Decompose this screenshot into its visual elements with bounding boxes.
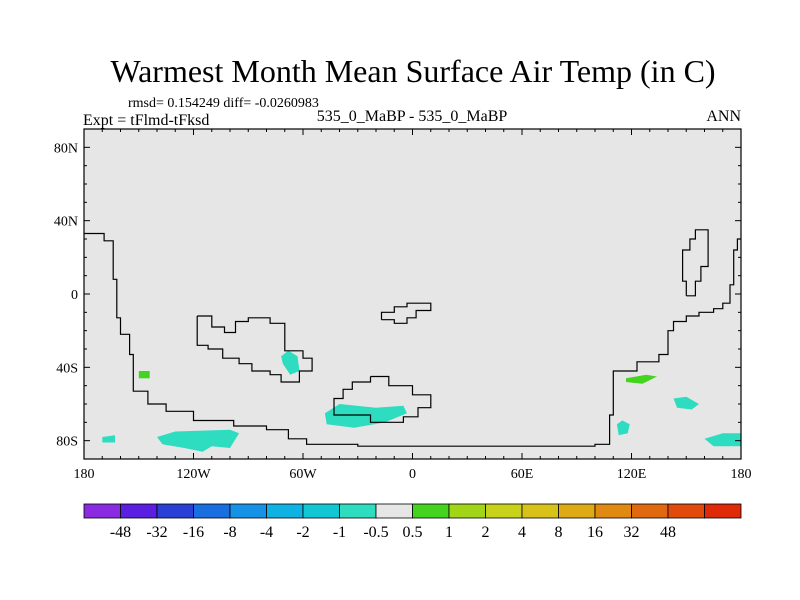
colorbar: -48 -32 -16 -8 -4 -2 -1 -0.5 0.5 1 2 4 8 16 32 48 — [83, 503, 742, 541]
colorbar-label: -8 — [223, 524, 236, 541]
lon-tick-label: 120W — [176, 467, 211, 482]
colorbar-label: 2 — [482, 524, 490, 541]
anomaly-region — [626, 374, 657, 384]
season-label: ANN — [706, 108, 741, 125]
colorbar-swatch — [266, 503, 304, 519]
colorbar-swatch — [667, 503, 705, 519]
colorbar-label: 32 — [624, 524, 640, 541]
colorbar-label: 1 — [445, 524, 453, 541]
colorbar-swatch — [120, 503, 158, 519]
anomaly-region — [704, 433, 741, 447]
coastline — [196, 315, 313, 383]
figure-title: Warmest Month Mean Surface Air Temp (in … — [110, 53, 715, 89]
anomaly-region — [324, 404, 407, 428]
colorbar-swatch — [631, 503, 669, 519]
colorbar-label: -16 — [183, 524, 204, 541]
colorbar-swatch — [558, 503, 596, 519]
colorbar-swatch — [83, 503, 121, 519]
colorbar-label: 8 — [555, 524, 563, 541]
coastline-layer — [84, 229, 741, 447]
colorbar-label: 48 — [660, 524, 676, 541]
lon-tick-label: 180 — [731, 467, 752, 482]
lon-tick-label: 0 — [409, 467, 416, 482]
colorbar-label: -48 — [110, 524, 131, 541]
coastline — [333, 375, 432, 423]
anomaly-layer — [102, 350, 741, 452]
stats-label: rmsd= 0.154249 diff= -0.0260983 — [128, 96, 319, 111]
anomaly-region — [673, 396, 699, 410]
anomaly-region — [157, 429, 240, 452]
colorbar-swatch — [412, 503, 450, 519]
coastline — [682, 229, 709, 297]
colorbar-label: -4 — [260, 524, 273, 541]
map: 180 120W 60W 0 60E 120E 180 80N 40N 0 40S 80S — [54, 128, 752, 482]
map-background — [84, 129, 741, 459]
lon-tick-label: 120E — [617, 467, 647, 482]
lon-tick-label: 60E — [511, 467, 534, 482]
lat-tick-label: 40S — [56, 361, 78, 376]
lon-tick-label: 60W — [289, 467, 317, 482]
colorbar-swatch — [229, 503, 267, 519]
colorbar-swatch — [448, 503, 486, 519]
colorbar-label: -2 — [296, 524, 309, 541]
colorbar-swatch — [302, 503, 340, 519]
colorbar-swatch — [704, 503, 742, 519]
case-label: 535_0_MaBP - 535_0_MaBP — [317, 108, 508, 125]
colorbar-swatch — [594, 503, 632, 519]
colorbar-label: 4 — [518, 524, 526, 541]
anomaly-region — [102, 435, 115, 443]
colorbar-swatch — [375, 503, 413, 519]
colorbar-swatch — [339, 503, 377, 519]
colorbar-label: 16 — [587, 524, 603, 541]
lat-tick-label: 80S — [56, 435, 78, 450]
coastline — [380, 302, 432, 324]
colorbar-label: -1 — [333, 524, 346, 541]
lon-tick-label: 180 — [74, 467, 95, 482]
coastline — [84, 232, 741, 447]
colorbar-label: 0.5 — [403, 524, 423, 541]
anomaly-region — [138, 371, 150, 379]
colorbar-label: -0.5 — [363, 524, 388, 541]
anomaly-region — [616, 420, 630, 436]
colorbar-label: -32 — [146, 524, 167, 541]
lat-tick-label: 0 — [71, 288, 78, 303]
colorbar-swatch — [156, 503, 194, 519]
colorbar-swatch — [521, 503, 559, 519]
anomaly-region — [281, 350, 300, 375]
colorbar-swatch — [193, 503, 231, 519]
colorbar-swatch — [485, 503, 523, 519]
lat-tick-label: 40N — [54, 215, 78, 230]
expt-label: Expt = tFlmd-tFksd — [83, 112, 209, 129]
map-ticks: 180 120W 60W 0 60E 120E 180 80N 40N 0 40S 80S — [54, 129, 752, 482]
lat-tick-label: 80N — [54, 141, 78, 156]
